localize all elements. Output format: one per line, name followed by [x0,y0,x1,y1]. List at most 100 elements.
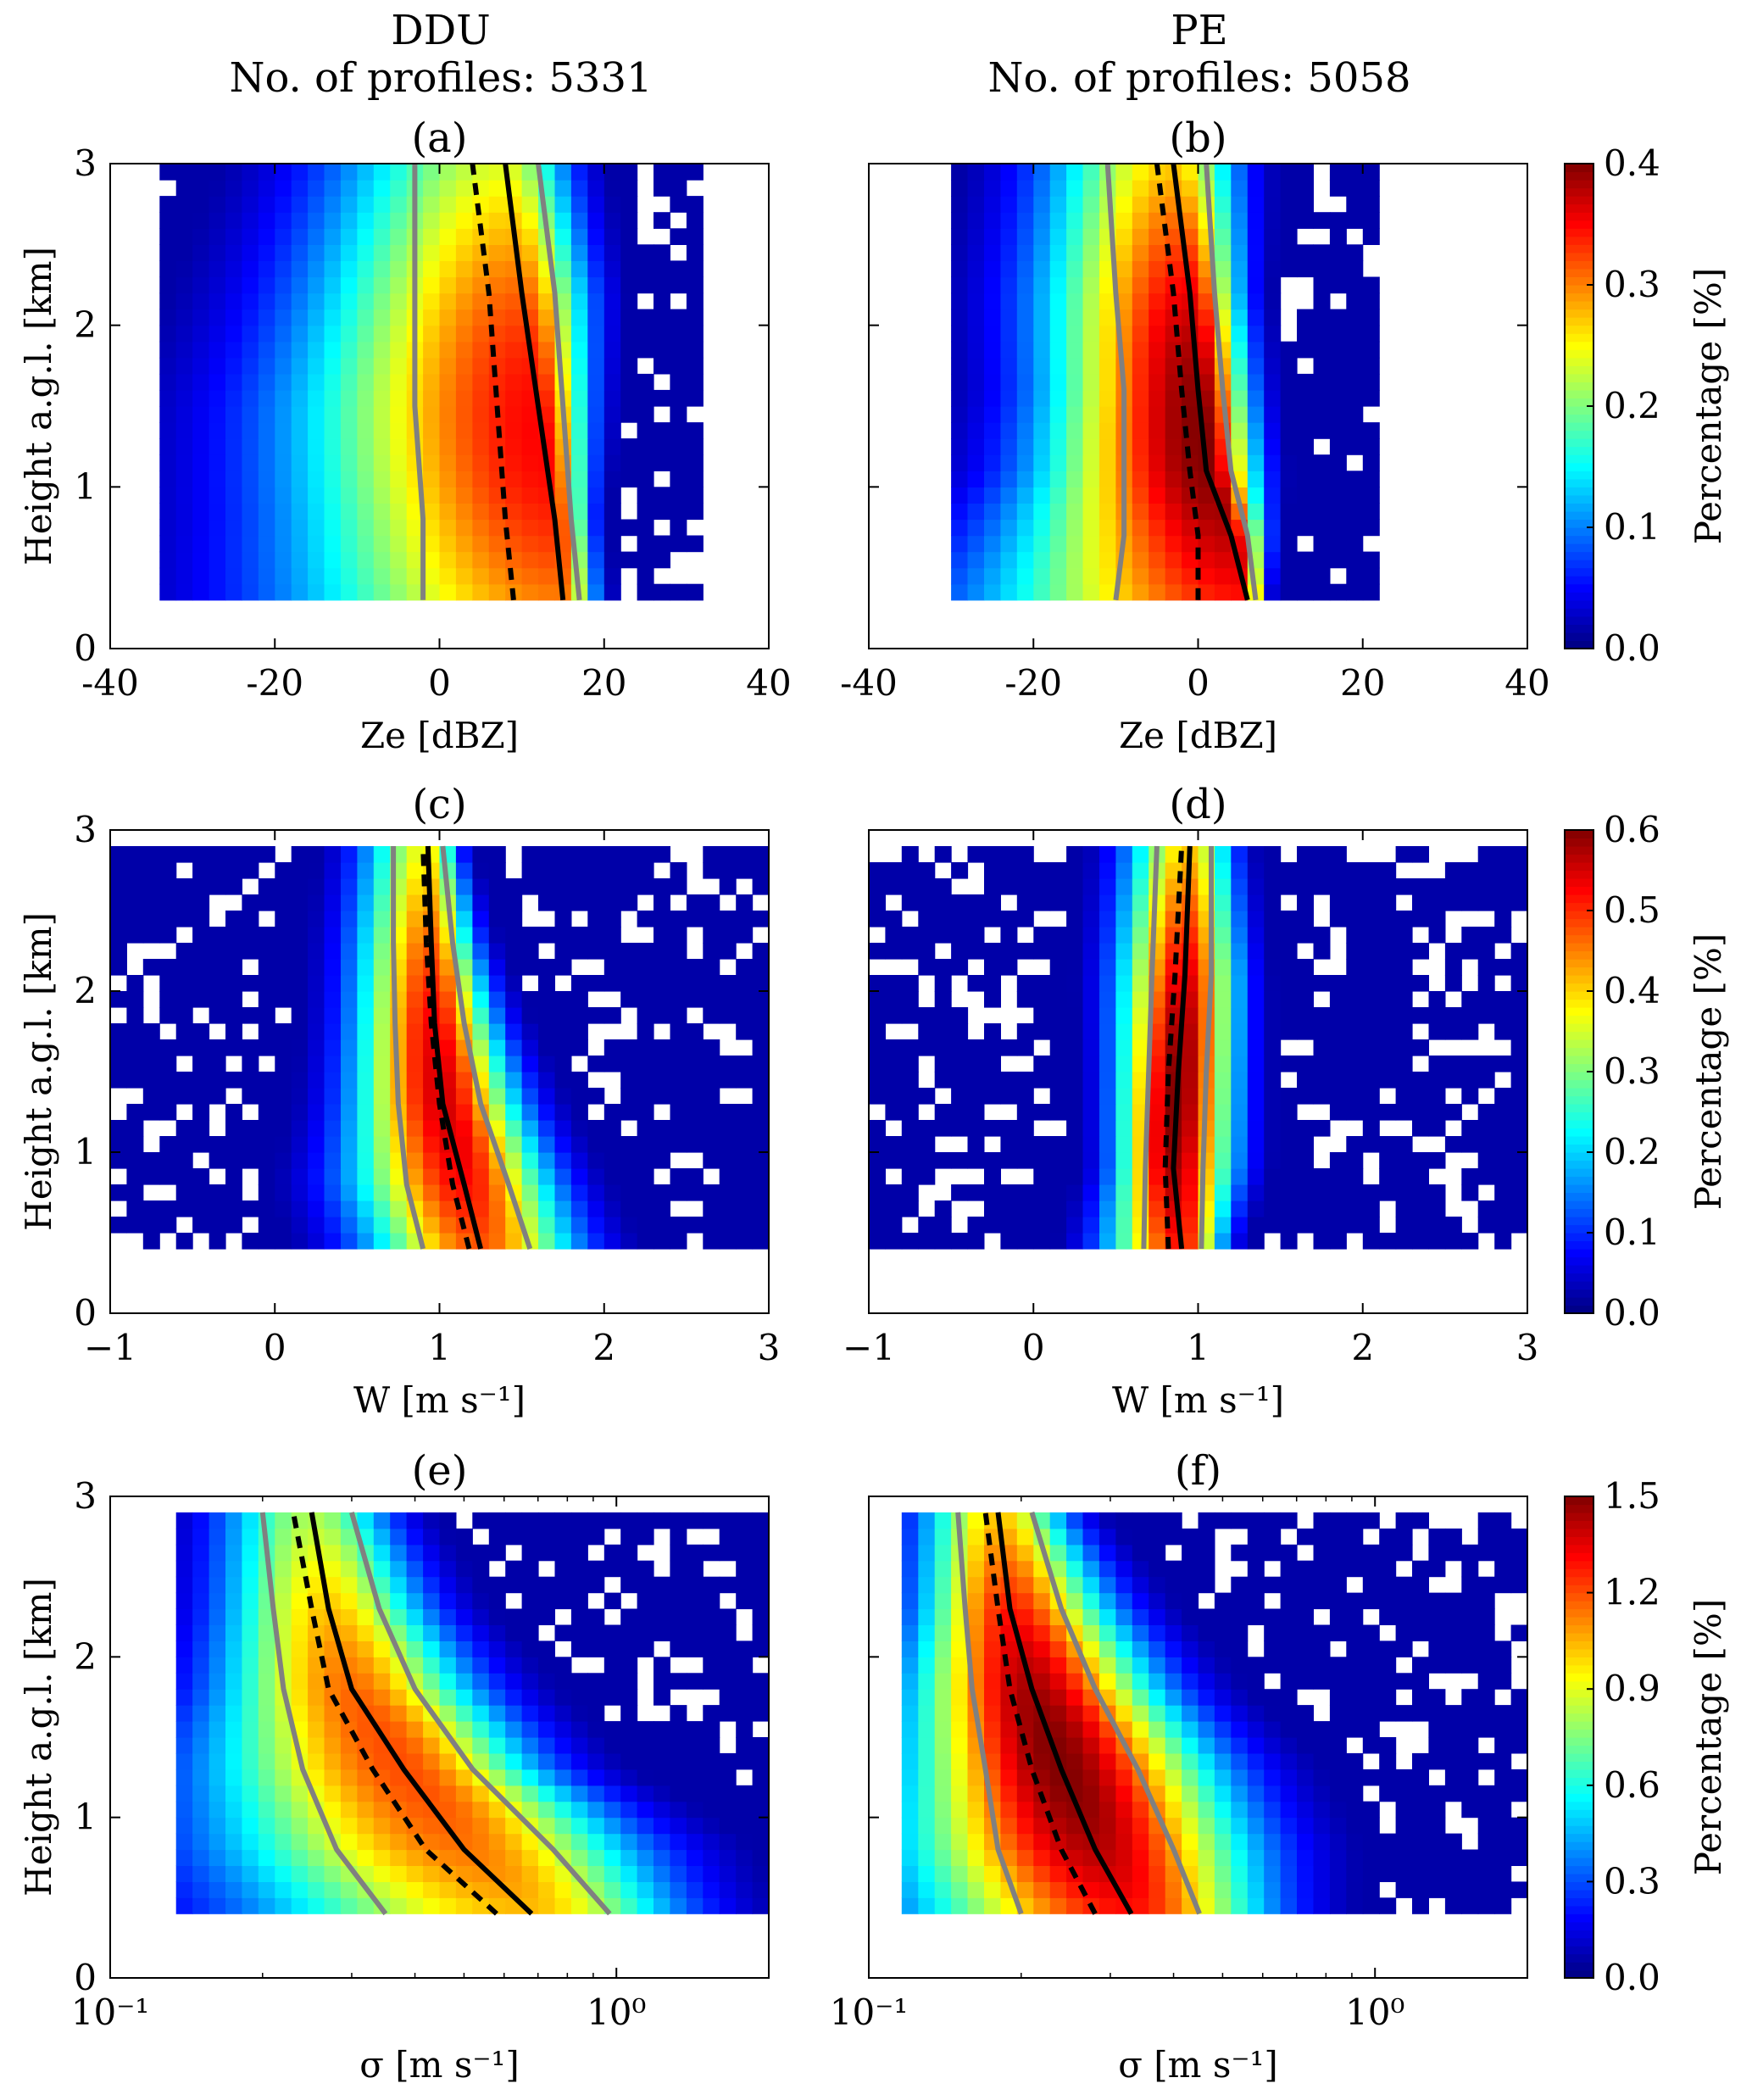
heatmap-cell [603,1817,621,1835]
heatmap-cell [736,1752,754,1770]
heatmap-cell [603,406,621,423]
heatmap-cell [209,943,226,960]
heatmap-cell [703,1881,720,1898]
heatmap-cell [1280,406,1298,423]
heatmap-cell [570,1007,588,1024]
heatmap-cell [455,309,473,326]
heatmap-cell [1182,1233,1199,1250]
heatmap-cell [703,1136,720,1153]
heatmap-cell [1346,180,1364,197]
heatmap-cell [752,1560,770,1578]
heatmap-cell [406,862,424,879]
heatmap-cell [670,862,687,879]
heatmap-cell [275,1721,292,1738]
heatmap-cell [521,1576,539,1594]
heatmap-cell [341,1039,358,1056]
heatmap-cell [275,862,292,879]
heatmap-cell [324,1881,342,1898]
heatmap-cell [258,1200,275,1217]
heatmap-cell [175,1673,193,1690]
heatmap-cell [570,1817,588,1835]
heatmap-cell [242,1576,259,1594]
heatmap-cell [192,228,210,245]
heatmap-cell [1379,1233,1397,1250]
heatmap-cell [1346,1104,1364,1121]
colorbar-segment [1565,1200,1593,1210]
heatmap-cell [654,583,670,601]
heatmap-cell [901,878,919,895]
heatmap-cell [225,309,242,326]
heatmap-cell [505,943,523,960]
heatmap-cell [324,389,342,407]
heatmap-cell [324,878,342,895]
heatmap-cell [1149,1705,1166,1722]
heatmap-cell [1149,325,1166,343]
heatmap-cell [1099,1120,1116,1137]
heatmap-cell [455,276,473,294]
heatmap-cell [637,862,654,879]
heatmap-cell [1247,959,1265,976]
heatmap-cell [1099,503,1116,521]
heatmap-cell [869,1184,886,1201]
heatmap-cell [275,1072,292,1089]
heatmap-cell [654,1689,670,1706]
heatmap-cell [1428,1689,1446,1706]
heatmap-cell [1082,1705,1100,1722]
heatmap-cell [175,878,193,895]
colorbar-segment [1565,1079,1593,1089]
heatmap-cell [1510,862,1528,879]
heatmap-cell [1182,1705,1199,1722]
heatmap-cell [869,1200,886,1217]
heatmap-cell [1132,325,1149,343]
heatmap-cell [984,503,1001,521]
heatmap-cell [192,471,210,487]
heatmap-cell [1000,1769,1018,1786]
heatmap-cell [1477,1072,1495,1089]
heatmap-cell [637,341,654,359]
heatmap-cell [373,959,391,976]
heatmap-cell [1033,389,1051,407]
heatmap-cell [373,911,391,927]
heatmap-cell [225,551,242,569]
heatmap-cell [1313,471,1331,487]
y-tick-label: 3 [74,1475,97,1517]
heatmap-cell [1182,373,1199,391]
heatmap-cell [1066,1056,1084,1072]
heatmap-cell [455,583,473,601]
heatmap-cell [291,927,309,944]
heatmap-cell [1165,503,1182,521]
heatmap-cell [521,406,539,423]
heatmap-cell [192,519,210,537]
heatmap-cell [142,894,160,911]
heatmap-cell [620,1168,638,1185]
colorbar-segment [1565,357,1593,366]
heatmap-cell [869,1023,886,1040]
heatmap-cell [340,503,358,521]
heatmap-cell [1049,975,1067,992]
heatmap-cell [703,1039,720,1056]
heatmap-cell [1198,1705,1215,1722]
heatmap-cell [1313,583,1331,601]
heatmap-cell [340,1752,358,1770]
heatmap-cell [1346,1088,1364,1105]
heatmap-cell [126,1072,144,1089]
heatmap-cell [390,1217,408,1234]
heatmap-cell [538,292,555,310]
heatmap-cell [1362,1007,1380,1024]
heatmap-cell [175,487,193,504]
heatmap-cell [472,1624,490,1641]
heatmap-cell [488,959,506,976]
heatmap-cell [521,196,539,213]
heatmap-cell [258,487,275,504]
heatmap-cell [1231,1865,1249,1882]
heatmap-cell [1149,911,1166,927]
heatmap-cell [1198,1721,1215,1738]
heatmap-cell [324,1023,342,1040]
heatmap-cell [984,975,1001,992]
heatmap-cell [654,503,670,521]
heatmap-cell [308,975,325,992]
heatmap-cell [736,1849,754,1866]
heatmap-cell [1182,1136,1199,1153]
heatmap-cell [1033,406,1051,423]
heatmap-cell [918,1023,936,1040]
